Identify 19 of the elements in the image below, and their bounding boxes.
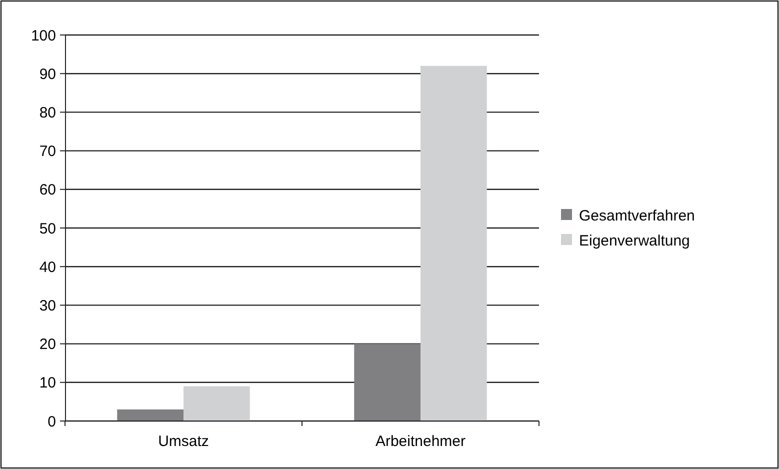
bar [184,386,250,421]
y-tick-label: 60 [39,182,56,199]
x-tick-label: Arbeitnehmer [375,433,466,450]
legend-label: Eigenverwaltung [579,232,690,250]
x-tick-label: Umsatz [158,433,209,450]
bar [117,409,184,421]
y-tick-label: 90 [39,66,56,83]
y-tick-label: 100 [30,27,56,44]
y-tick-label: 0 [48,413,56,430]
y-tick-label: 40 [39,258,56,276]
y-tick-label: 80 [39,104,56,122]
y-tick-label: 10 [39,374,56,392]
bar [420,66,487,421]
y-tick-label: 30 [39,297,56,314]
bar [354,344,420,421]
y-tick-label: 20 [39,336,56,354]
legend-label: Gesamtverfahren [579,207,695,224]
y-tick-label: 50 [39,220,56,238]
y-tick-label: 70 [39,143,56,160]
